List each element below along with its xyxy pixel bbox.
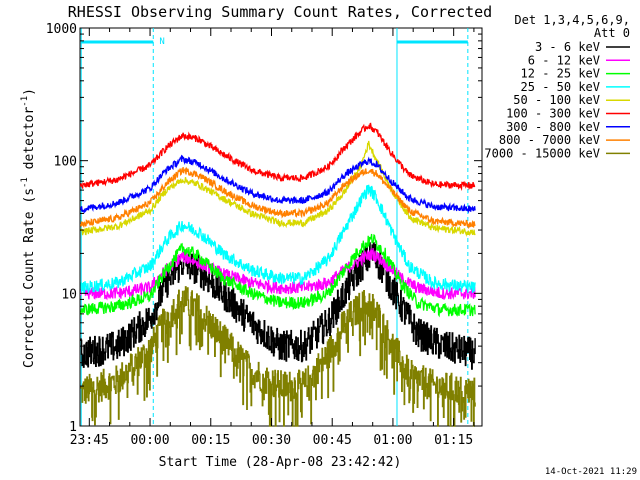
chart-title: RHESSI Observing Summary Count Rates, Co… bbox=[68, 3, 492, 21]
y-axis-label-end: ) bbox=[22, 88, 37, 96]
y-tick-label: 100 bbox=[54, 155, 77, 170]
marker-bar-label: N bbox=[159, 37, 164, 47]
legend-label: 800 - 7000 keV bbox=[499, 133, 600, 147]
y-tick-label: 1000 bbox=[46, 22, 77, 37]
x-axis-label: Start Time (28-Apr-08 23:42:42) bbox=[159, 455, 402, 470]
y-axis-label-sup-2: -1 bbox=[20, 96, 30, 107]
series-line-25-50-kev bbox=[80, 184, 476, 294]
x-tick-label: 00:30 bbox=[252, 433, 291, 448]
legend-label: 300 - 800 keV bbox=[506, 120, 600, 134]
x-tick-label: 01:15 bbox=[434, 433, 473, 448]
series-line-100-300-kev bbox=[79, 122, 476, 192]
y-axis-label-main: Corrected Count Rate (s bbox=[22, 188, 37, 368]
series-layer bbox=[79, 122, 476, 427]
legend-header-line-1: Det 1,3,4,5,6,9, bbox=[514, 13, 630, 27]
legend-label: 3 - 6 keV bbox=[535, 40, 600, 54]
y-axis-label-sup-1: -1 bbox=[20, 177, 30, 188]
legend-label: 6 - 12 keV bbox=[528, 53, 600, 67]
legend-label: 12 - 25 keV bbox=[521, 67, 600, 81]
x-tick-label: 23:45 bbox=[70, 433, 109, 448]
series-line-3-6-kev bbox=[80, 242, 476, 370]
axes-layer: 1 10 100 1000 23:45 00:00 00:15 00:30 00:45 01:00… bbox=[46, 22, 482, 448]
y-tick-label: 10 bbox=[61, 287, 77, 302]
series-line-12-25-kev bbox=[79, 233, 476, 318]
y-tick-label: 1 bbox=[69, 420, 77, 435]
generation-timestamp: 14-Oct-2021 11:29 bbox=[545, 467, 637, 477]
legend-label: 7000 - 15000 keV bbox=[484, 146, 600, 160]
x-tick-label: 01:00 bbox=[373, 433, 412, 448]
x-tick-label: 00:45 bbox=[313, 433, 352, 448]
series-line-800-7000-kev bbox=[79, 166, 476, 230]
series-line-50-100-kev bbox=[80, 140, 476, 238]
y-axis-label-mid: detector bbox=[22, 107, 37, 178]
legend-label: 50 - 100 keV bbox=[513, 93, 600, 107]
y-axis-label: Corrected Count Rate (s-1 detector-1) bbox=[20, 88, 37, 368]
series-line-6-12-kev bbox=[79, 248, 476, 301]
series-line-300-800-kev bbox=[79, 154, 476, 214]
legend-label: 25 - 50 keV bbox=[521, 80, 600, 94]
x-tick-label: 00:00 bbox=[130, 433, 169, 448]
series-line-7000-15000-kev bbox=[80, 286, 476, 427]
plot-frame bbox=[79, 27, 483, 427]
legend-header-line-2: Att 0 bbox=[594, 26, 630, 40]
x-tick-label: 00:15 bbox=[191, 433, 230, 448]
legend-label: 100 - 300 keV bbox=[506, 107, 600, 121]
